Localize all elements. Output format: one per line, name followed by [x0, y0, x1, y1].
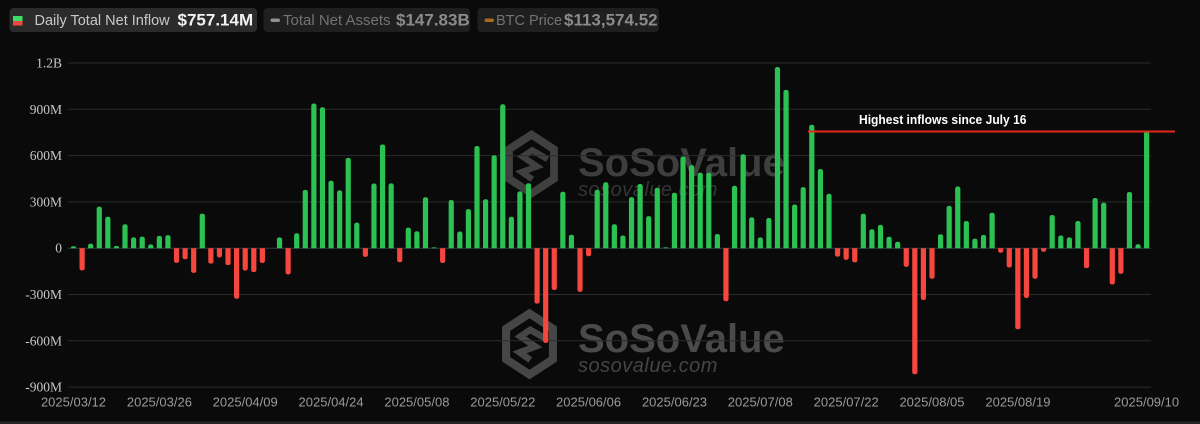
svg-text:-300M: -300M [25, 287, 62, 302]
svg-text:BTC Price: BTC Price [496, 13, 562, 29]
svg-text:2025/06/06: 2025/06/06 [556, 395, 621, 410]
svg-text:-900M: -900M [25, 380, 62, 395]
svg-text:2025/07/22: 2025/07/22 [814, 395, 879, 410]
svg-text:SoSoValue: SoSoValue [578, 317, 785, 361]
svg-text:2025/08/19: 2025/08/19 [985, 395, 1050, 410]
svg-text:2025/04/24: 2025/04/24 [299, 395, 364, 410]
svg-text:Total Net Assets: Total Net Assets [283, 12, 391, 29]
svg-text:300M: 300M [30, 194, 62, 209]
svg-text:2025/03/12: 2025/03/12 [41, 395, 106, 410]
svg-text:$147.83B: $147.83B [396, 11, 470, 30]
svg-text:600M: 600M [30, 148, 62, 163]
svg-text:2025/08/05: 2025/08/05 [899, 395, 964, 410]
svg-text:900M: 900M [30, 102, 62, 117]
svg-text:-600M: -600M [25, 333, 62, 348]
svg-text:0: 0 [55, 241, 62, 256]
svg-text:Highest inflows since July 16: Highest inflows since July 16 [859, 112, 1027, 127]
svg-text:$757.14M: $757.14M [178, 11, 254, 30]
svg-text:2025/09/10: 2025/09/10 [1114, 395, 1179, 410]
svg-text:sosovalue.com: sosovalue.com [578, 355, 718, 377]
svg-text:$113,574.52: $113,574.52 [564, 11, 658, 30]
svg-text:2025/03/26: 2025/03/26 [127, 395, 192, 410]
svg-text:2025/05/08: 2025/05/08 [384, 395, 449, 410]
svg-text:1.2B: 1.2B [36, 56, 62, 71]
svg-text:2025/07/08: 2025/07/08 [728, 395, 793, 410]
svg-text:2025/06/23: 2025/06/23 [642, 395, 707, 410]
svg-text:Daily Total Net Inflow: Daily Total Net Inflow [35, 13, 171, 29]
svg-text:2025/04/09: 2025/04/09 [213, 395, 278, 410]
svg-text:2025/05/22: 2025/05/22 [470, 395, 535, 410]
